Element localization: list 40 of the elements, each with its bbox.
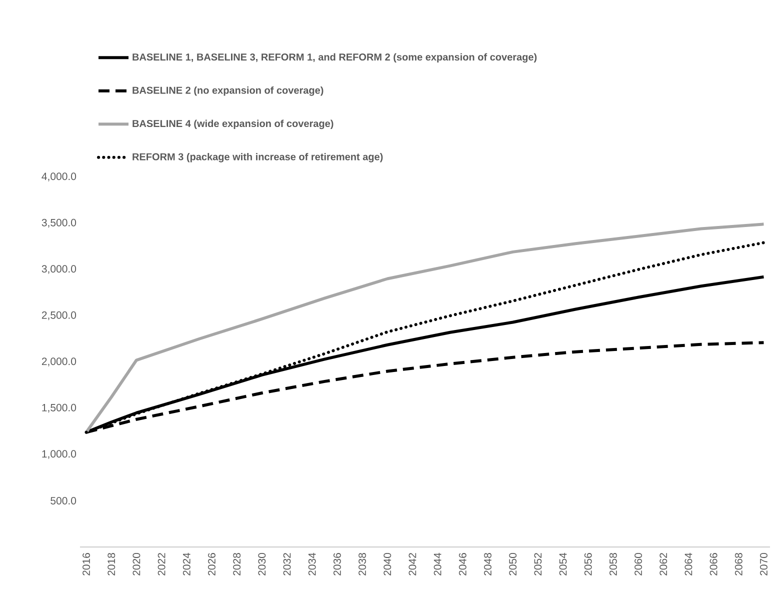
x-tick-label: 2024 xyxy=(182,552,190,576)
x-tick-label: 2056 xyxy=(584,553,592,576)
x-tick-label: 2060 xyxy=(634,552,642,576)
x-tick-label: 2048 xyxy=(484,553,492,576)
x-tick-label: 2036 xyxy=(333,553,341,576)
x-tick-label: 2054 xyxy=(559,552,567,576)
y-tick-label: 3,000.0 xyxy=(42,265,76,274)
x-tick-label: 2018 xyxy=(108,553,116,576)
x-tick-label: 2066 xyxy=(710,553,718,576)
x-tick-label: 2052 xyxy=(534,553,542,576)
y-tick-label: 4,000.0 xyxy=(42,172,76,182)
x-tick-label: 2030 xyxy=(258,552,266,576)
x-tick-label: 2064 xyxy=(684,552,692,576)
x-tick-label: 2068 xyxy=(734,553,742,576)
y-tick-label: 3,500.0 xyxy=(42,218,76,228)
x-tick-label: 2070 xyxy=(760,552,768,576)
x-tick-label: 2022 xyxy=(158,553,166,576)
x-tick-label: 2034 xyxy=(308,552,316,576)
x-tick-label: 2028 xyxy=(233,553,241,576)
y-tick-label: 2,500.0 xyxy=(42,311,76,320)
x-tick-label: 2042 xyxy=(408,553,416,576)
x-tick-label: 2038 xyxy=(358,553,366,576)
legend-label: REFORM 3 (package with increase of retirement age) xyxy=(132,152,383,162)
x-tick-label: 2044 xyxy=(434,552,442,576)
x-tick-label: 2020 xyxy=(132,552,140,576)
x-tick-label: 2046 xyxy=(458,553,466,576)
legend-label: BASELINE 4 (wide expansion of coverage) xyxy=(132,120,334,130)
legend-label: BASELINE 2 (no expansion of coverage) xyxy=(132,86,324,96)
x-tick-label: 2026 xyxy=(208,553,216,576)
y-tick-label: 1,000.0 xyxy=(42,450,76,459)
y-tick-label: 2,000.0 xyxy=(42,358,76,366)
legend-label: BASELINE 1, BASELINE 3, REFORM 1, and REFORM 2 (some expansion of coverage) xyxy=(132,53,537,63)
x-tick-label: 2040 xyxy=(384,552,392,576)
y-tick-label: 500.0 xyxy=(50,497,76,504)
x-tick-label: 2032 xyxy=(283,553,291,576)
x-tick-label: 2062 xyxy=(660,553,668,576)
x-tick-label: 2016 xyxy=(82,553,90,576)
x-tick-label: 2058 xyxy=(609,553,617,576)
y-tick-label: 1,500.0 xyxy=(42,404,76,413)
x-tick-label: 2050 xyxy=(509,552,517,576)
